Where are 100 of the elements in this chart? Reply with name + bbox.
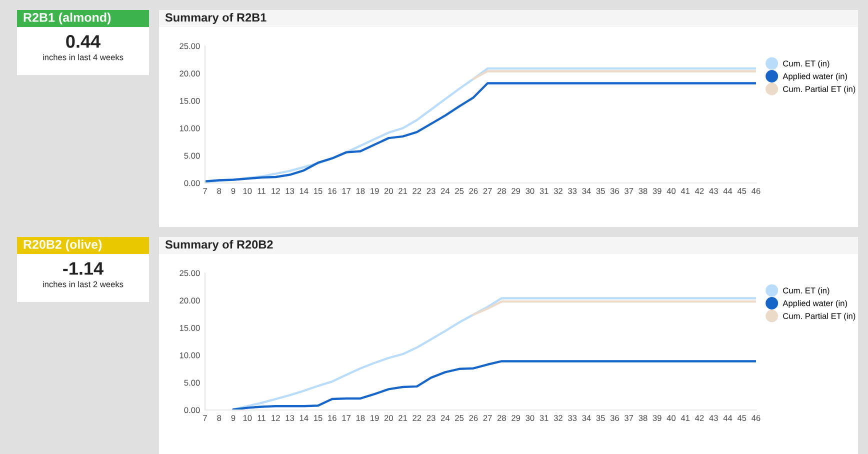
x-tick-label: 43 <box>709 188 718 194</box>
x-tick-label: 25 <box>455 415 464 421</box>
text: inches in last 4 weeks <box>43 54 124 60</box>
x-tick-label: 36 <box>610 415 619 421</box>
x-tick-label: 32 <box>554 415 562 421</box>
y-tick-label: 25.00 <box>180 43 200 50</box>
x-tick-label: 34 <box>582 415 591 421</box>
x-tick-label: 44 <box>723 415 732 421</box>
x-tick-label: 31 <box>540 415 548 421</box>
x-tick-label: 26 <box>469 415 478 421</box>
x-tick-label: 40 <box>666 415 676 421</box>
x-tick-label: 15 <box>314 415 322 421</box>
x-tick-label: 8 <box>217 188 222 194</box>
x-tick-label: 14 <box>300 188 308 194</box>
x-tick-label: 24 <box>440 188 450 194</box>
x-tick-label: 18 <box>356 415 365 421</box>
x-tick-label: 44 <box>723 188 732 194</box>
x-tick-label: 15 <box>314 188 322 194</box>
x-tick-label: 24 <box>440 415 450 421</box>
x-tick-label: 26 <box>469 188 478 194</box>
y-tick-label: 15.00 <box>180 98 200 104</box>
line-series <box>232 297 756 410</box>
x-tick-label: 28 <box>497 188 506 194</box>
x-tick-label: 45 <box>737 188 746 194</box>
x-tick-label: 10 <box>243 188 252 194</box>
x-tick-label: 36 <box>610 188 619 194</box>
x-tick-label: 29 <box>512 188 520 194</box>
text: 0.44 <box>66 35 100 48</box>
legend-label: Cum. Partial ET (in) <box>783 86 856 94</box>
x-tick-label: 10 <box>243 415 252 421</box>
y-tick-label: 5.00 <box>184 152 200 159</box>
x-tick-label: 46 <box>752 188 760 194</box>
x-tick-label: 11 <box>258 188 266 194</box>
x-tick-label: 30 <box>526 415 534 421</box>
x-tick-label: 46 <box>752 415 760 421</box>
text: inches in last 2 weeks <box>43 281 124 288</box>
x-tick-label: 27 <box>483 188 492 194</box>
x-tick-label: 41 <box>680 188 690 194</box>
x-tick-label: 12 <box>272 188 280 194</box>
y-tick-label: 0.00 <box>184 407 200 414</box>
y-tick-label: 20.00 <box>180 298 200 304</box>
x-tick-label: 30 <box>526 188 534 194</box>
x-tick-label: 23 <box>426 188 436 194</box>
x-tick-label: 14 <box>300 415 308 421</box>
legend-label: Applied water (in) <box>782 300 847 308</box>
x-tick-label: 20 <box>384 415 393 421</box>
chart-title: Summary of R20B2 <box>165 240 273 252</box>
x-tick-label: 31 <box>540 188 548 194</box>
x-tick-label: 32 <box>554 188 562 194</box>
x-tick-label: 34 <box>582 188 591 194</box>
y-tick-label: 20.00 <box>180 70 200 76</box>
y-tick-label: 0.00 <box>184 180 200 186</box>
x-tick-label: 25 <box>455 188 464 194</box>
y-tick-label: 10.00 <box>180 352 200 358</box>
x-tick-label: 29 <box>512 415 520 421</box>
x-tick-label: 16 <box>328 415 336 421</box>
x-tick-label: 42 <box>695 188 704 194</box>
x-tick-label: 35 <box>596 415 605 421</box>
x-tick-label: 21 <box>398 415 408 421</box>
legend-label: Cum. Partial ET (in) <box>783 312 856 321</box>
x-tick-label: 35 <box>596 188 605 194</box>
x-tick-label: 37 <box>624 188 634 194</box>
y-tick-label: 25.00 <box>180 270 200 276</box>
x-tick-label: 43 <box>709 415 718 421</box>
text: -1.14 <box>63 262 104 275</box>
text: R20B2 (olive) <box>24 240 102 252</box>
x-tick-label: 27 <box>483 415 492 421</box>
chart-title: Summary of R2B1 <box>165 13 266 24</box>
x-tick-label: 19 <box>370 415 379 421</box>
x-tick-label: 7 <box>203 188 207 194</box>
x-tick-label: 40 <box>666 188 676 194</box>
x-tick-label: 22 <box>412 188 422 194</box>
legend-label: Cum. ET (in) <box>783 60 830 68</box>
x-tick-label: 28 <box>497 415 506 421</box>
x-tick-label: 16 <box>328 188 336 194</box>
x-tick-label: 8 <box>217 415 222 421</box>
x-tick-label: 7 <box>203 415 207 421</box>
x-tick-label: 18 <box>356 188 365 194</box>
x-tick-label: 22 <box>412 415 422 421</box>
x-tick-label: 11 <box>258 415 266 421</box>
x-tick-label: 39 <box>652 415 662 421</box>
x-tick-label: 33 <box>568 415 577 421</box>
x-tick-label: 33 <box>568 188 577 194</box>
x-tick-label: 9 <box>231 415 236 421</box>
y-tick-label: 5.00 <box>184 380 200 386</box>
x-tick-label: 19 <box>370 188 379 194</box>
x-tick-label: 38 <box>638 415 648 421</box>
x-tick-label: 38 <box>638 188 648 194</box>
y-tick-label: 15.00 <box>180 325 200 331</box>
legend-label: Applied water (in) <box>782 73 847 81</box>
x-tick-label: 17 <box>342 188 350 194</box>
legend-label: Cum. ET (in) <box>783 287 830 296</box>
text: R2B1 (almond) <box>24 12 111 24</box>
x-tick-label: 12 <box>272 415 280 421</box>
x-tick-label: 41 <box>680 415 690 421</box>
x-tick-label: 13 <box>286 188 294 194</box>
x-tick-label: 17 <box>342 415 350 421</box>
line-series <box>232 360 756 410</box>
x-tick-label: 21 <box>398 188 408 194</box>
x-tick-label: 42 <box>695 415 704 421</box>
